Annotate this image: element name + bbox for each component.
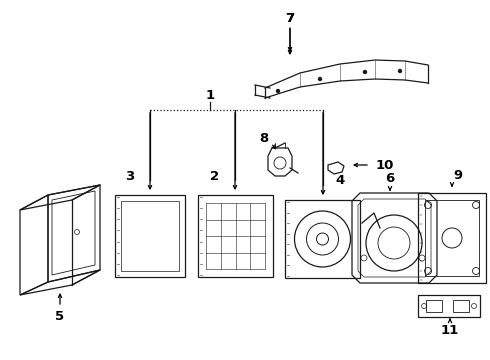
Text: 7: 7 bbox=[286, 12, 294, 24]
Bar bbox=[426, 300, 442, 312]
Circle shape bbox=[276, 90, 279, 93]
Text: 5: 5 bbox=[55, 310, 65, 323]
Text: 9: 9 bbox=[453, 168, 463, 181]
Text: 7: 7 bbox=[286, 12, 294, 24]
Text: 2: 2 bbox=[210, 170, 220, 183]
Bar bbox=[453, 300, 469, 312]
Circle shape bbox=[364, 71, 367, 73]
Circle shape bbox=[318, 77, 321, 81]
Bar bbox=[418, 295, 480, 317]
Text: 6: 6 bbox=[385, 171, 394, 185]
Text: 1: 1 bbox=[205, 89, 215, 102]
Text: 11: 11 bbox=[441, 324, 459, 337]
Bar bbox=[198, 195, 273, 277]
Bar bbox=[418, 193, 486, 283]
Text: 4: 4 bbox=[335, 174, 344, 186]
Text: 10: 10 bbox=[376, 158, 394, 171]
Text: 8: 8 bbox=[259, 131, 269, 144]
Bar bbox=[285, 200, 360, 278]
Bar bbox=[115, 195, 185, 277]
Bar bbox=[121, 201, 179, 271]
Bar bbox=[425, 200, 479, 276]
Circle shape bbox=[398, 69, 401, 72]
Text: 3: 3 bbox=[125, 170, 135, 183]
